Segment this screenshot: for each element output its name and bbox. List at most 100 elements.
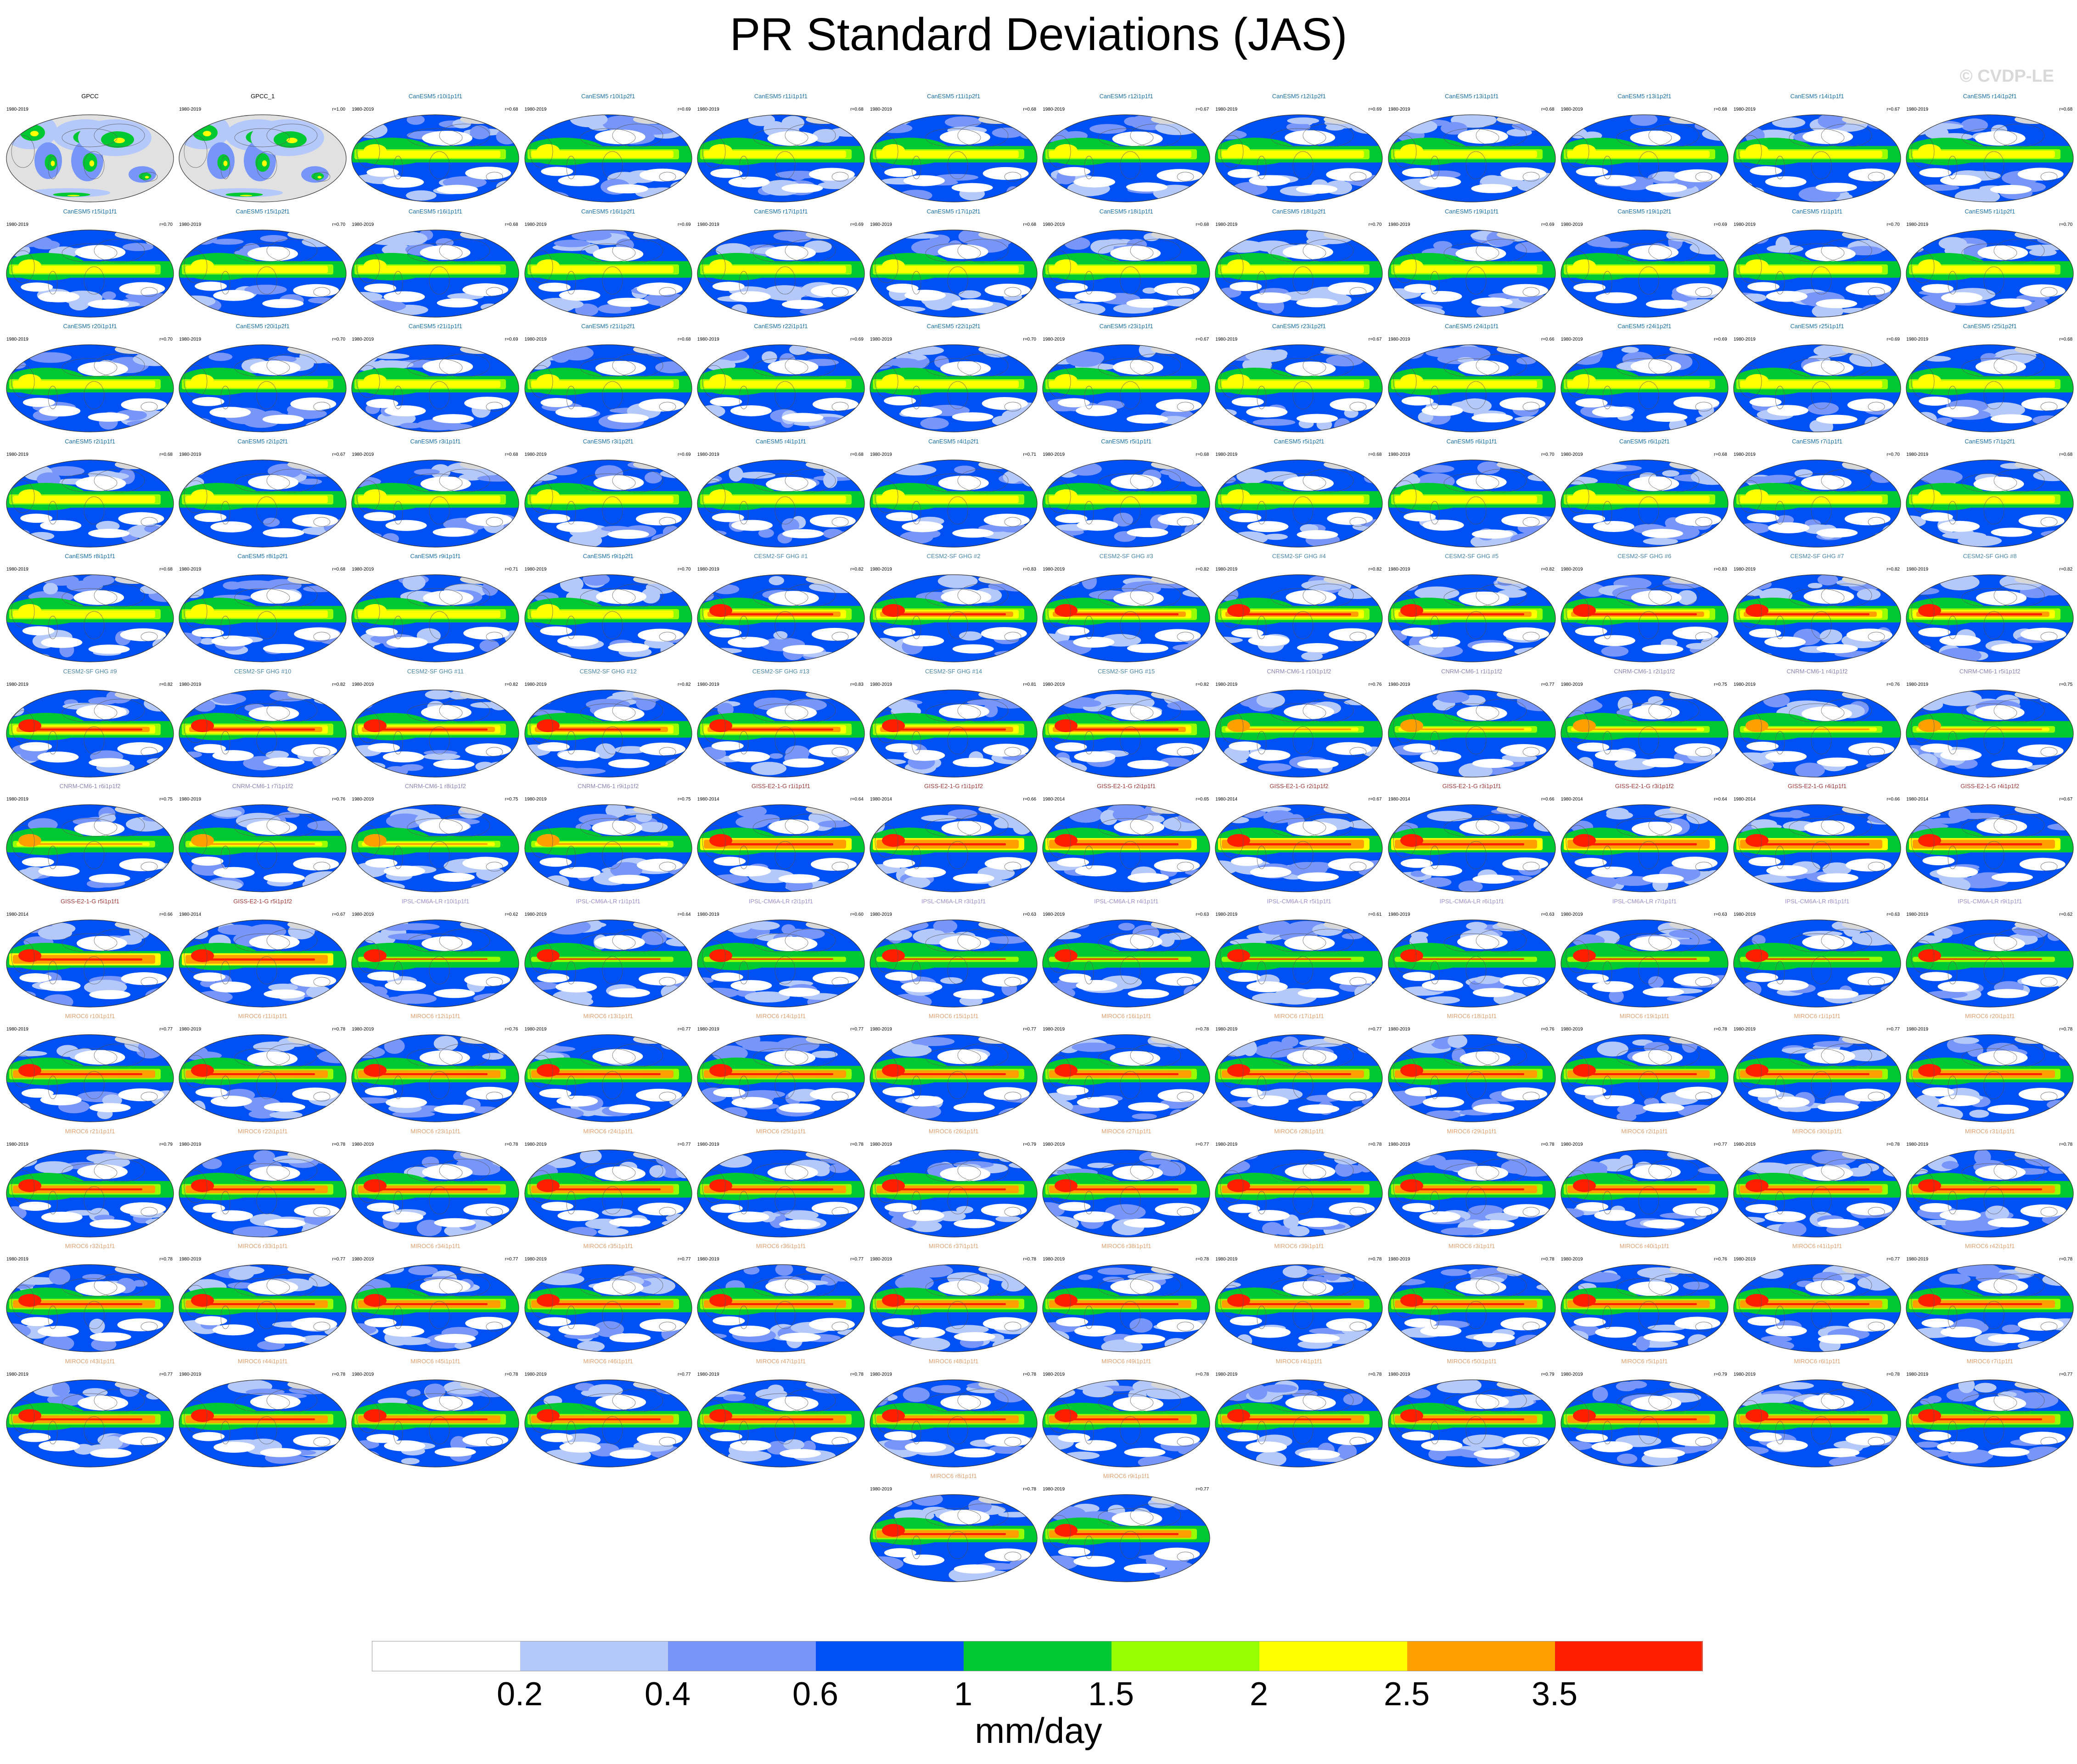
dry-zone [1421, 405, 1463, 416]
coastline [439, 699, 490, 722]
panel-years: 1980-2019 [697, 1142, 719, 1147]
coastline [1177, 172, 1194, 182]
warm-pool-peak [709, 1179, 732, 1192]
map-border [1733, 344, 1901, 432]
low-variance-patch [1938, 236, 1967, 250]
land-mask [1151, 1035, 1188, 1044]
low-variance-patch [1740, 694, 1756, 705]
dry-zone [901, 406, 943, 418]
panel-pattern-correlation: r=0.64 [1714, 797, 1727, 802]
itcz-core [1236, 153, 1352, 155]
dry-zone [1937, 980, 1979, 992]
dry-zone [1817, 1103, 1859, 1112]
dry-zone [1673, 397, 1719, 410]
dry-zone [1126, 182, 1168, 192]
dry-zone [1643, 1219, 1684, 1229]
dry-zone [937, 244, 988, 259]
dry-zone [195, 281, 227, 291]
dry-zone [540, 398, 573, 408]
coastline [831, 287, 849, 297]
dry-zone [1746, 972, 1779, 982]
warm-pool-peak [191, 1179, 214, 1192]
map-panel: CanESM5 r17i1p1f1 1980-2019 r=0.69 [696, 207, 866, 324]
dry-zone [462, 857, 509, 870]
dry-zone [264, 989, 305, 999]
low-variance-patch [212, 693, 247, 704]
map-border [1561, 229, 1729, 318]
map-panel: CanESM5 r3i1p2f1 1980-2019 r=0.69 [523, 437, 694, 554]
coastline [752, 358, 808, 377]
map-border [1215, 459, 1383, 548]
map-panel: MIROC6 r26i1p1f1 1980-2019 r=0.79 [868, 1127, 1039, 1244]
map-panel: CanESM5 r15i1p2f1 1980-2019 r=0.70 [177, 207, 348, 324]
dry-zone [209, 407, 251, 418]
map-panel: GISS-E2-1-G r1i1p1f2 1980-2014 r=0.66 [868, 782, 1039, 899]
map-panel: CanESM5 r14i1p2f1 1980-2019 r=0.68 [1904, 92, 2075, 209]
coastline [752, 128, 808, 147]
robinson-map [1733, 574, 1901, 662]
dry-zone [1976, 590, 2027, 605]
land-mask [1496, 689, 1533, 699]
low-variance-patch [649, 1165, 666, 1178]
land-mask [1496, 1149, 1533, 1159]
dry-zone [1975, 936, 2026, 951]
dry-zone [1920, 743, 1953, 753]
coastline [1738, 250, 1762, 283]
low-variance-patch [1751, 819, 1777, 829]
dry-zone [1643, 1103, 1684, 1113]
low-variance-patch [1258, 763, 1292, 772]
coastline [1220, 365, 1244, 398]
low-variance-patch [1742, 346, 1762, 355]
dry-zone [1594, 635, 1635, 646]
map-panel: CanESM5 r5i1p1f1 1980-2019 r=0.68 [1041, 437, 1212, 554]
low-variance-patch [1077, 700, 1101, 707]
itcz-core [891, 728, 1006, 731]
coastline [1616, 473, 1672, 492]
coastline [256, 381, 277, 409]
coastline [1443, 128, 1499, 147]
coastline [1638, 266, 1659, 294]
map-panel: MIROC6 r29i1p1f1 1980-2019 r=0.78 [1387, 1127, 1557, 1244]
map-panel: CanESM5 r12i1p1f1 1980-2019 r=0.67 [1041, 92, 1212, 209]
dry-zone [89, 1103, 131, 1113]
panel-years: 1980-2019 [1734, 337, 1756, 342]
coastline [1177, 287, 1194, 297]
dry-zone [1641, 528, 1683, 538]
warm-pool-peak [1918, 949, 1942, 962]
itcz-core [1409, 728, 1524, 730]
dry-zone [1817, 873, 1858, 883]
low-variance-patch [1906, 644, 1931, 651]
land-mask [1324, 689, 1361, 699]
dry-zone [2019, 857, 2066, 871]
land-mask [978, 689, 1015, 699]
map-panel: IPSL-CM6A-LR r2i1p1f1 1980-2019 r=0.60 [696, 897, 866, 1014]
warm-pool-peak [1746, 1179, 1768, 1192]
itcz-core [373, 1073, 488, 1075]
panel-pattern-correlation: r=0.81 [1023, 682, 1036, 687]
warm-pool-peak [1746, 259, 1768, 272]
panel-pattern-correlation: r=0.69 [677, 222, 691, 227]
robinson-map [870, 344, 1038, 432]
robinson-map [524, 804, 692, 892]
dry-zone [1401, 627, 1433, 637]
low-variance-patch [1840, 308, 1876, 314]
warm-pool-peak [364, 949, 387, 962]
dry-zone [939, 935, 990, 950]
panel-title: GISS-E2-1-G r3i1p1f2 [1615, 783, 1674, 790]
low-variance-patch [1089, 124, 1127, 134]
low-variance-patch [697, 977, 714, 983]
low-variance-patch [352, 694, 374, 708]
coastline [1004, 517, 1022, 526]
panel-years: 1980-2014 [1906, 797, 1929, 802]
coastline [785, 699, 836, 722]
coastline [393, 271, 403, 294]
panel-pattern-correlation: r=0.78 [850, 1142, 864, 1147]
land-mask [1496, 459, 1533, 469]
land-mask [287, 575, 325, 584]
land-mask [1324, 575, 1361, 584]
panel-title: CESM2-SF GHG #9 [63, 667, 117, 675]
panel-pattern-correlation: r=0.65 [1196, 797, 1209, 802]
robinson-map [351, 919, 519, 1008]
coastline [1695, 402, 1712, 412]
map-panel: CanESM5 r4i1p1f1 1980-2019 r=0.68 [696, 437, 866, 554]
